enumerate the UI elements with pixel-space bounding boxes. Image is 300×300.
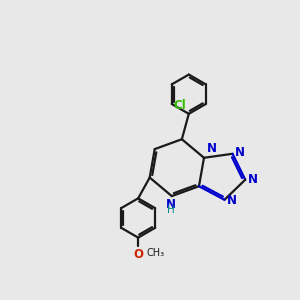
Text: N: N (235, 146, 245, 159)
Text: N: N (248, 173, 257, 186)
Text: N: N (166, 198, 176, 211)
Text: O: O (133, 248, 143, 260)
Text: Cl: Cl (174, 99, 186, 112)
Text: H: H (167, 205, 175, 215)
Text: N: N (207, 142, 217, 155)
Text: N: N (227, 194, 237, 207)
Text: CH₃: CH₃ (147, 248, 165, 257)
